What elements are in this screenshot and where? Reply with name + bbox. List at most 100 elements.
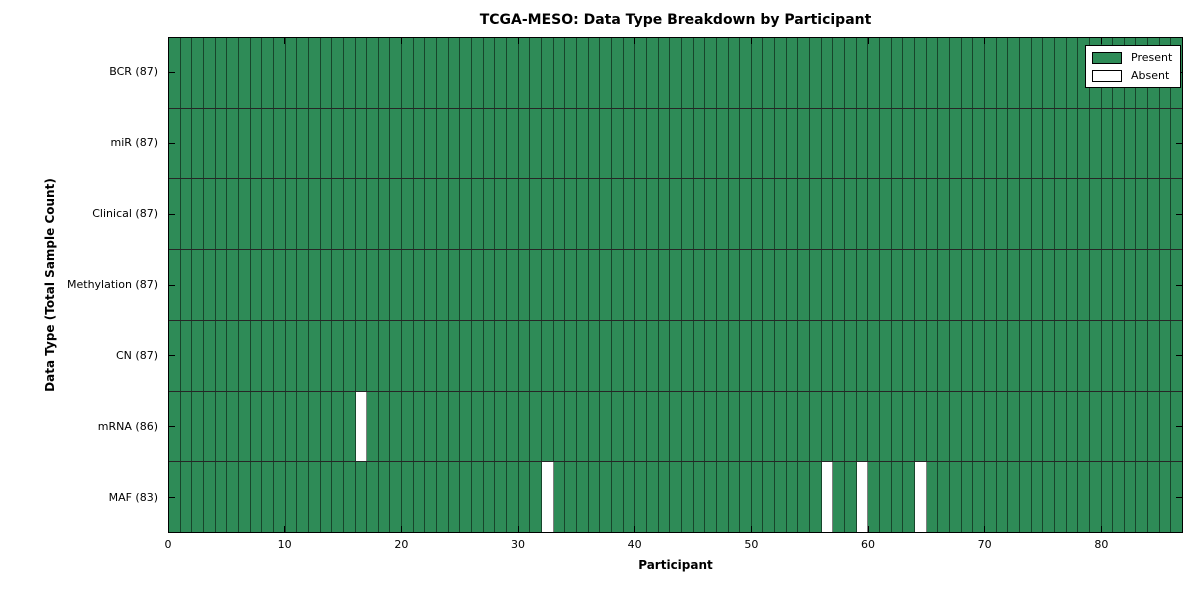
heatmap-cell-present	[658, 250, 671, 320]
heatmap-cell-present	[670, 250, 682, 320]
heatmap-cell-present	[297, 391, 309, 462]
heatmap-cell-present	[635, 179, 647, 250]
heatmap-cell-present	[273, 391, 286, 462]
heatmap-cell-present	[588, 38, 601, 108]
heatmap-cell-present	[518, 462, 531, 533]
heatmap-cell-present	[576, 250, 589, 320]
heatmap-cell-present	[565, 462, 577, 533]
heatmap-cell-present	[681, 108, 694, 179]
heatmap-cell-absent	[856, 462, 869, 533]
heatmap-cell-present	[472, 108, 484, 179]
heatmap-cell-present	[623, 179, 636, 250]
heatmap-cell-present	[751, 108, 764, 179]
heatmap-cell-present	[285, 320, 298, 391]
legend-swatch-present	[1092, 51, 1122, 64]
heatmap-cell-present	[332, 108, 344, 179]
heatmap-cell-present	[880, 320, 892, 391]
heatmap-cell-present	[786, 250, 799, 320]
heatmap-cell-present	[903, 462, 915, 533]
heatmap-cell-present	[961, 320, 974, 391]
heatmap-cell-present	[1008, 250, 1020, 320]
heatmap-cell-present	[1124, 462, 1137, 533]
heatmap-cell-present	[238, 179, 251, 250]
heatmap-cell-present	[588, 250, 601, 320]
heatmap-cell-present	[810, 250, 822, 320]
heatmap-cell-present	[355, 108, 368, 179]
heatmap-cell-present	[786, 179, 799, 250]
heatmap-cell-present	[949, 320, 962, 391]
heatmap-cell-present	[297, 250, 309, 320]
heatmap-cell-present	[705, 320, 717, 391]
heatmap-cell-present	[483, 38, 496, 108]
heatmap-cell-present	[903, 250, 915, 320]
heatmap-cell-present	[810, 391, 822, 462]
heatmap-cell-present	[448, 250, 461, 320]
heatmap-cell-present	[460, 320, 473, 391]
heatmap-cell-present	[1054, 320, 1067, 391]
heatmap-cell-present	[611, 179, 624, 250]
heatmap-cell-present	[378, 250, 391, 320]
y-tick-label: mRNA (86)	[97, 419, 158, 433]
heatmap-cell-present	[180, 250, 193, 320]
heatmap-cell-present	[483, 462, 496, 533]
y-tick-mark	[1176, 355, 1182, 357]
heatmap-cell-present	[763, 462, 776, 533]
heatmap-cell-present	[227, 250, 239, 320]
heatmap-cell-present	[926, 391, 939, 462]
heatmap-cell-present	[705, 38, 717, 108]
heatmap-cell-present	[203, 108, 216, 179]
heatmap-cell-present	[1078, 320, 1090, 391]
x-tick-mark	[284, 526, 286, 532]
heatmap-cell-present	[786, 108, 799, 179]
heatmap-cell-present	[576, 179, 589, 250]
heatmap-cell-present	[1124, 391, 1137, 462]
heatmap-cell-present	[227, 320, 239, 391]
heatmap-cell-present	[646, 108, 659, 179]
heatmap-cell-present	[1019, 108, 1032, 179]
heatmap-cell-present	[448, 38, 461, 108]
heatmap-cell-present	[530, 250, 542, 320]
x-tick-mark	[400, 526, 402, 532]
heatmap-cell-present	[250, 250, 263, 320]
heatmap-cell-present	[728, 250, 741, 320]
heatmap-cell-present	[507, 179, 519, 250]
heatmap-cell-present	[402, 462, 414, 533]
heatmap-cell-present	[273, 320, 286, 391]
heatmap-cell-present	[751, 250, 764, 320]
heatmap-cell-present	[413, 108, 426, 179]
heatmap-cell-present	[1008, 179, 1020, 250]
heatmap-cell-present	[1031, 462, 1044, 533]
heatmap-cell-present	[1043, 320, 1055, 391]
heatmap-cell-present	[611, 38, 624, 108]
heatmap-cell-present	[542, 391, 554, 462]
heatmap-cell-present	[880, 179, 892, 250]
heatmap-cell-present	[1031, 320, 1044, 391]
heatmap-cell-present	[402, 391, 414, 462]
heatmap-cell-present	[821, 250, 834, 320]
heatmap-cell-present	[460, 179, 473, 250]
heatmap-cell-present	[483, 250, 496, 320]
heatmap-cell-present	[670, 462, 682, 533]
y-tick-mark	[1176, 213, 1182, 215]
heatmap-cell-present	[1089, 462, 1102, 533]
heatmap-cell-present	[716, 108, 729, 179]
heatmap-cell-present	[343, 320, 356, 391]
heatmap-cell-present	[600, 179, 612, 250]
heatmap-cell-present	[215, 462, 228, 533]
heatmap-cell-present	[833, 38, 846, 108]
heatmap-cell-present	[507, 38, 519, 108]
heatmap-cell-present	[576, 462, 589, 533]
heatmap-cell-present	[413, 179, 426, 250]
heatmap-cell-present	[833, 108, 846, 179]
heatmap-cell-present	[949, 462, 962, 533]
heatmap-cell-present	[402, 108, 414, 179]
heatmap-cell-present	[180, 38, 193, 108]
heatmap-cell-present	[751, 391, 764, 462]
heatmap-cell-present	[693, 38, 706, 108]
heatmap-cell-present	[1136, 250, 1149, 320]
heatmap-cell-present	[646, 38, 659, 108]
heatmap-cell-present	[891, 391, 904, 462]
heatmap-cell-present	[833, 320, 846, 391]
heatmap-cell-present	[308, 391, 321, 462]
heatmap-cell-present	[973, 391, 985, 462]
